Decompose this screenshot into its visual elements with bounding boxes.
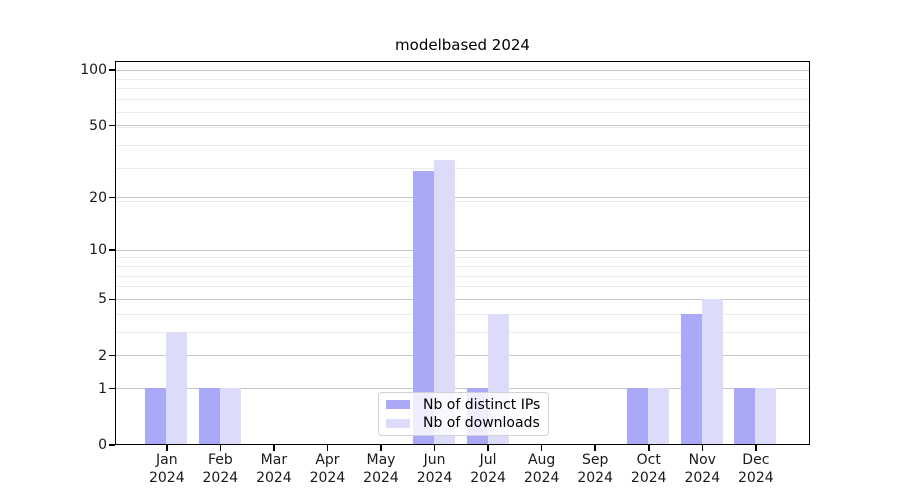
- bar: [219, 388, 241, 445]
- minor-gridline: [116, 99, 809, 101]
- bar: [648, 388, 670, 445]
- minor-gridline: [116, 126, 809, 128]
- y-tick-label: 1: [98, 380, 107, 397]
- y-tick-mark: [108, 69, 115, 71]
- legend-item-distinct-ips: Nb of distinct IPs: [379, 396, 548, 414]
- x-tick-mark: [648, 445, 650, 451]
- major-gridline: [116, 298, 809, 300]
- y-tick-label: 0: [98, 437, 107, 453]
- major-gridline: [116, 69, 809, 71]
- major-gridline: [116, 125, 809, 127]
- x-tick-mark: [433, 445, 436, 451]
- major-gridline: [116, 249, 809, 251]
- y-tick-mark: [108, 124, 115, 127]
- bar: [734, 388, 756, 445]
- bar: [680, 313, 702, 445]
- legend: Nb of distinct IPs Nb of downloads: [378, 392, 549, 436]
- x-tick-mark: [487, 445, 489, 451]
- legend-swatch-downloads: [386, 418, 410, 428]
- x-tick-label: Oct 2024: [630, 452, 667, 486]
- x-tick-label: Jul 2024: [470, 452, 506, 486]
- y-tick-label: 100: [80, 62, 107, 78]
- minor-gridline: [116, 275, 809, 277]
- legend-label-downloads: Nb of downloads: [423, 415, 540, 432]
- y-tick-mark: [108, 298, 115, 301]
- x-tick-label: Jun 2024: [416, 452, 453, 486]
- minor-gridline: [116, 144, 809, 146]
- bar: [145, 388, 167, 445]
- minor-gridline: [116, 313, 809, 315]
- minor-gridline: [116, 265, 809, 267]
- chart-title: modelbased 2024: [395, 36, 530, 54]
- x-tick-label: Apr 2024: [309, 452, 346, 486]
- bar: [413, 170, 435, 445]
- bar: [198, 388, 220, 445]
- minor-gridline: [116, 168, 809, 170]
- y-tick-mark: [108, 354, 115, 357]
- x-tick-mark: [540, 445, 543, 451]
- major-gridline: [116, 388, 809, 390]
- x-tick-label: Nov 2024: [684, 452, 721, 486]
- x-tick-mark: [701, 445, 704, 451]
- y-tick-label: 5: [98, 291, 107, 308]
- x-tick-mark: [594, 445, 596, 451]
- y-tick-mark: [108, 196, 115, 199]
- bar: [755, 388, 777, 445]
- bar: [701, 298, 723, 445]
- minor-gridline: [116, 111, 809, 113]
- x-tick-mark: [166, 445, 168, 451]
- bar: [434, 160, 456, 445]
- bar: [166, 331, 188, 445]
- y-tick-mark: [108, 387, 115, 390]
- legend-label-distinct-ips: Nb of distinct IPs: [423, 396, 541, 413]
- x-tick-label: Feb 2024: [202, 452, 239, 486]
- minor-gridline: [116, 257, 809, 259]
- minor-gridline: [116, 286, 809, 288]
- x-tick-mark: [755, 445, 757, 451]
- major-gridline: [116, 355, 809, 357]
- legend-item-downloads: Nb of downloads: [379, 414, 548, 432]
- y-tick-mark: [108, 249, 115, 251]
- x-tick-label: Sep 2024: [577, 452, 613, 486]
- major-gridline: [116, 197, 809, 199]
- x-tick-mark: [380, 445, 382, 451]
- plot-area: [115, 60, 810, 445]
- x-tick-mark: [219, 445, 222, 451]
- x-tick-label: Jan 2024: [148, 452, 185, 486]
- minor-gridline: [116, 78, 809, 80]
- x-tick-label: Aug 2024: [523, 452, 560, 486]
- bar: [627, 388, 649, 445]
- x-tick-label: Mar 2024: [256, 452, 292, 486]
- y-tick-label: 20: [89, 189, 107, 206]
- minor-gridline: [116, 331, 809, 333]
- x-tick-label: Dec 2024: [738, 452, 774, 486]
- minor-gridline: [116, 88, 809, 90]
- x-tick-mark: [326, 445, 329, 451]
- y-tick-label: 10: [89, 242, 107, 259]
- legend-swatch-distinct-ips: [386, 400, 410, 410]
- x-tick-label: May 2024: [363, 452, 399, 486]
- y-tick-label: 2: [98, 347, 107, 364]
- x-tick-mark: [273, 445, 275, 451]
- minor-gridline: [116, 201, 809, 203]
- y-tick-mark: [108, 444, 115, 446]
- y-tick-label: 50: [89, 117, 107, 134]
